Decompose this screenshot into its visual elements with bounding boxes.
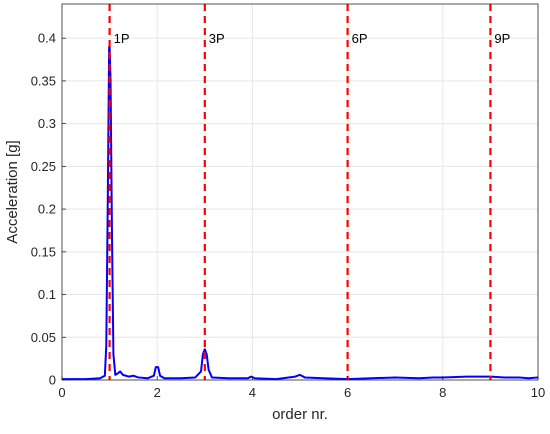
marker-label: 3P bbox=[209, 31, 225, 46]
y-tick-label: 0 bbox=[49, 373, 56, 388]
x-tick-label: 8 bbox=[439, 385, 446, 400]
y-tick-label: 0.05 bbox=[31, 330, 56, 345]
x-tick-label: 4 bbox=[249, 385, 256, 400]
x-tick-label: 6 bbox=[344, 385, 351, 400]
y-tick-label: 0.2 bbox=[38, 202, 56, 217]
vertical-markers: 1P 3P 6P 9P bbox=[108, 4, 510, 380]
y-tick-label: 0.4 bbox=[38, 31, 56, 46]
x-tick-label: 2 bbox=[154, 385, 161, 400]
marker-label: 1P bbox=[114, 31, 130, 46]
y-axis-label: Acceleration [g] bbox=[4, 140, 21, 243]
x-tick-label: 0 bbox=[58, 385, 65, 400]
x-tick-label: 10 bbox=[531, 385, 545, 400]
plot-frame bbox=[61, 3, 539, 381]
data-series-line bbox=[62, 45, 539, 381]
y-tick-label: 0.35 bbox=[31, 73, 56, 88]
y-tick-label: 0.15 bbox=[31, 244, 56, 259]
marker-label: 9P bbox=[494, 31, 510, 46]
ticks: 0 2 4 6 8 10 0 0.05 0.1 0.15 0.2 0.25 0.3 0.35 0.4 bbox=[31, 31, 546, 400]
x-axis-label: order nr. bbox=[272, 406, 328, 423]
y-tick-label: 0.3 bbox=[38, 116, 56, 131]
y-tick-label: 0.1 bbox=[38, 287, 56, 302]
series-layer bbox=[62, 45, 539, 381]
marker-label: 6P bbox=[352, 31, 368, 46]
y-tick-label: 0.25 bbox=[31, 159, 56, 174]
plot-background bbox=[62, 4, 538, 380]
